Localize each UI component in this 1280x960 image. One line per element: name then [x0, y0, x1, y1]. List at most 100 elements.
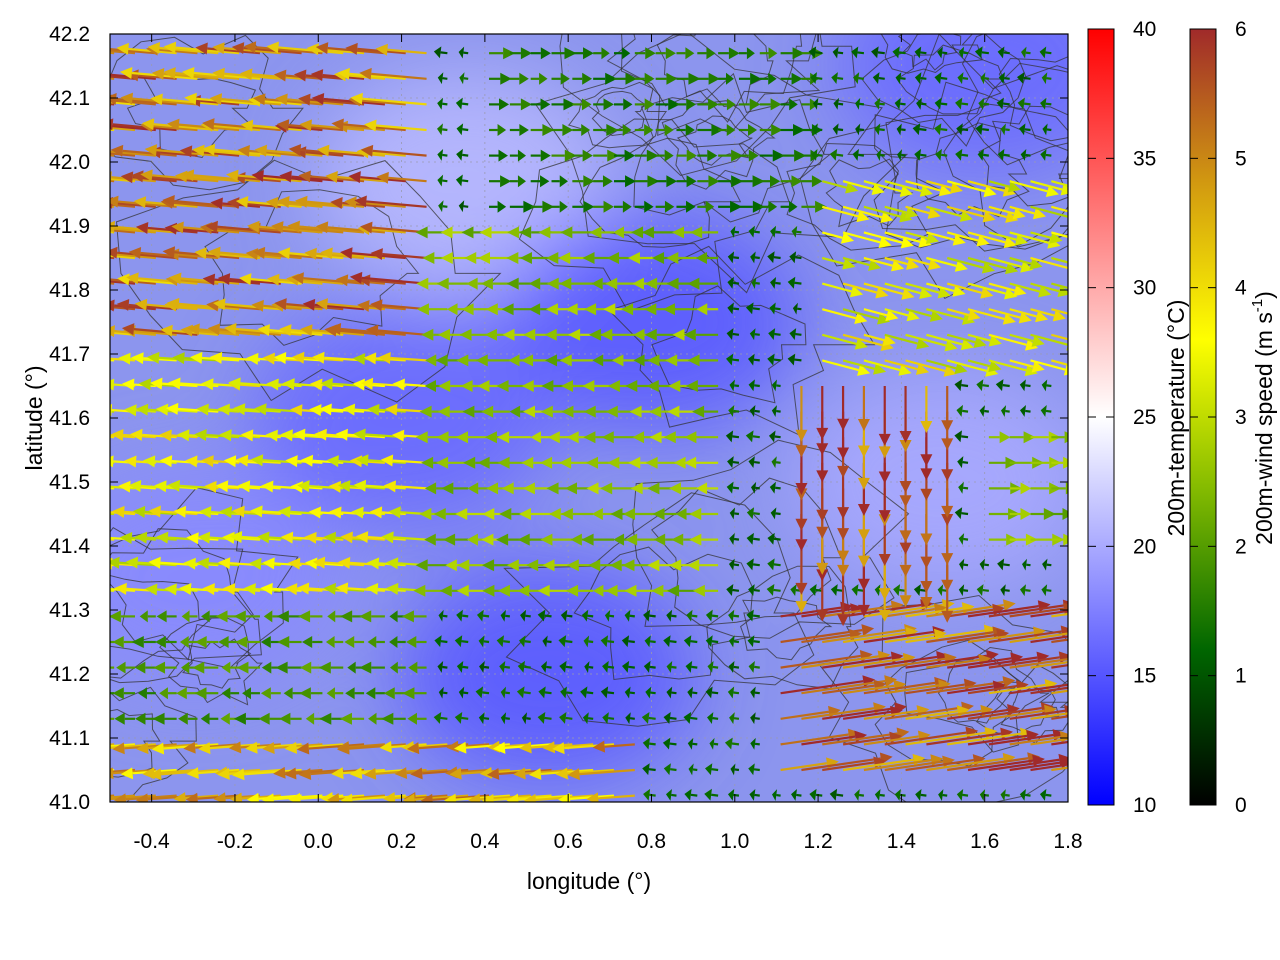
wind-vector-head	[956, 788, 964, 801]
wind-vector-head	[293, 69, 307, 82]
wind-vector-head	[979, 789, 986, 801]
wind-vector-head	[227, 197, 240, 210]
wind-vector-shaft	[442, 128, 448, 132]
wind-vector-head	[748, 660, 755, 673]
wind-vector-shaft	[711, 640, 719, 644]
contour-line	[579, 137, 742, 248]
wind-vector-shaft	[926, 680, 1004, 695]
wind-vector-head	[402, 793, 415, 802]
wind-vector-head	[402, 687, 415, 700]
wind-vector-shaft	[1051, 664, 1068, 669]
wind-vector-head	[956, 404, 963, 417]
wind-vector-head	[456, 609, 463, 622]
wind-vector-head	[66, 506, 78, 518]
wind-vector-head	[1039, 46, 1047, 59]
wind-vector-head	[766, 583, 775, 596]
wind-vector-head	[181, 169, 195, 182]
wind-vector-head	[201, 610, 210, 623]
wind-vector-shaft	[258, 225, 323, 234]
wind-vector-head	[954, 430, 962, 443]
wind-vector-shaft	[382, 252, 427, 260]
wind-vector-shaft	[1009, 607, 1065, 618]
wind-vector-head	[66, 119, 78, 131]
wind-vector-head	[915, 363, 930, 375]
wind-vector-head	[1074, 233, 1087, 245]
contour-line	[825, 158, 914, 228]
wind-vector-shaft	[776, 384, 781, 388]
wind-vector-head	[811, 123, 818, 136]
wind-vector-head	[770, 276, 777, 289]
wind-vector-shaft	[905, 731, 986, 746]
wind-vector-head	[544, 328, 557, 341]
wind-vector-shaft	[1030, 359, 1066, 371]
wind-vector-shaft	[503, 640, 510, 644]
wind-vector-shaft	[967, 685, 1017, 695]
wind-vector-shaft	[947, 708, 1009, 720]
wind-vector-head	[380, 454, 394, 467]
wind-vector-head	[232, 768, 245, 781]
wind-vector-head	[134, 298, 148, 311]
wind-vector-shaft	[982, 588, 989, 592]
wind-vector-head	[195, 636, 207, 648]
wind-vector-head	[770, 507, 777, 520]
wind-vector-shaft	[1030, 256, 1068, 270]
wind-vector-shaft	[110, 128, 115, 132]
wind-vector-head	[1023, 431, 1036, 444]
wind-vector-shaft	[482, 691, 490, 695]
wind-vector-head	[296, 582, 310, 595]
wind-vector-head	[726, 72, 734, 85]
wind-vector-shaft	[780, 629, 863, 644]
wind-vector-head	[236, 661, 249, 674]
wind-vector-shaft	[124, 743, 177, 750]
wind-vector-head	[323, 531, 337, 544]
wind-vector-shaft	[263, 174, 323, 183]
wind-vector-head	[565, 303, 578, 316]
wind-vector-shaft	[366, 200, 427, 208]
wind-vector-head	[795, 539, 808, 552]
wind-vector-head	[523, 328, 536, 341]
wind-vector-head	[542, 124, 555, 136]
wind-vector-head	[644, 635, 651, 648]
wind-vector-head	[475, 354, 488, 367]
wind-vector-head	[1041, 72, 1048, 85]
contour-line	[573, 546, 754, 681]
wind-vector-shaft	[110, 150, 156, 157]
wind-vector-shaft	[328, 149, 386, 157]
wind-vector-shaft	[941, 153, 948, 157]
wind-vector-head	[386, 582, 399, 595]
wind-vector-shaft	[375, 357, 406, 362]
wind-vector-head	[749, 405, 756, 417]
wind-vector-head	[1115, 601, 1128, 613]
wind-vector-shaft	[713, 742, 719, 746]
wind-vector-head	[337, 480, 351, 493]
wind-vector-head	[433, 46, 442, 59]
wind-vector-head	[687, 354, 700, 367]
wind-vector-head	[1017, 97, 1025, 110]
wind-vector-head	[221, 687, 231, 700]
wind-vector-shaft	[1025, 409, 1031, 413]
wind-vector-head	[980, 287, 994, 299]
wind-vector-shaft	[327, 226, 386, 234]
wind-vector-shaft	[1030, 661, 1068, 669]
wind-vector-head	[249, 557, 262, 570]
wind-vector-shaft	[442, 102, 448, 106]
wind-vector-shaft	[863, 205, 902, 218]
wind-vector-head	[920, 581, 933, 594]
wind-vector-head	[506, 793, 519, 802]
wind-vector-head	[1040, 97, 1047, 110]
wind-vector-shaft	[690, 793, 698, 797]
wind-vector-shaft	[780, 606, 842, 618]
wind-vector-shaft	[863, 709, 918, 720]
wind-vector-head	[370, 299, 383, 312]
wind-vector-head	[1113, 678, 1126, 690]
wind-vector-head	[954, 379, 963, 392]
wind-vector-head	[1024, 364, 1038, 377]
wind-vector-head	[119, 66, 133, 79]
wind-vector-shaft	[733, 691, 740, 695]
wind-vector-shaft	[794, 281, 802, 285]
wind-vector-head	[899, 564, 912, 577]
wind-vector-head	[245, 741, 258, 754]
contour-line	[110, 34, 304, 191]
wind-vector-head	[110, 144, 124, 157]
wind-vector-head	[130, 428, 143, 441]
